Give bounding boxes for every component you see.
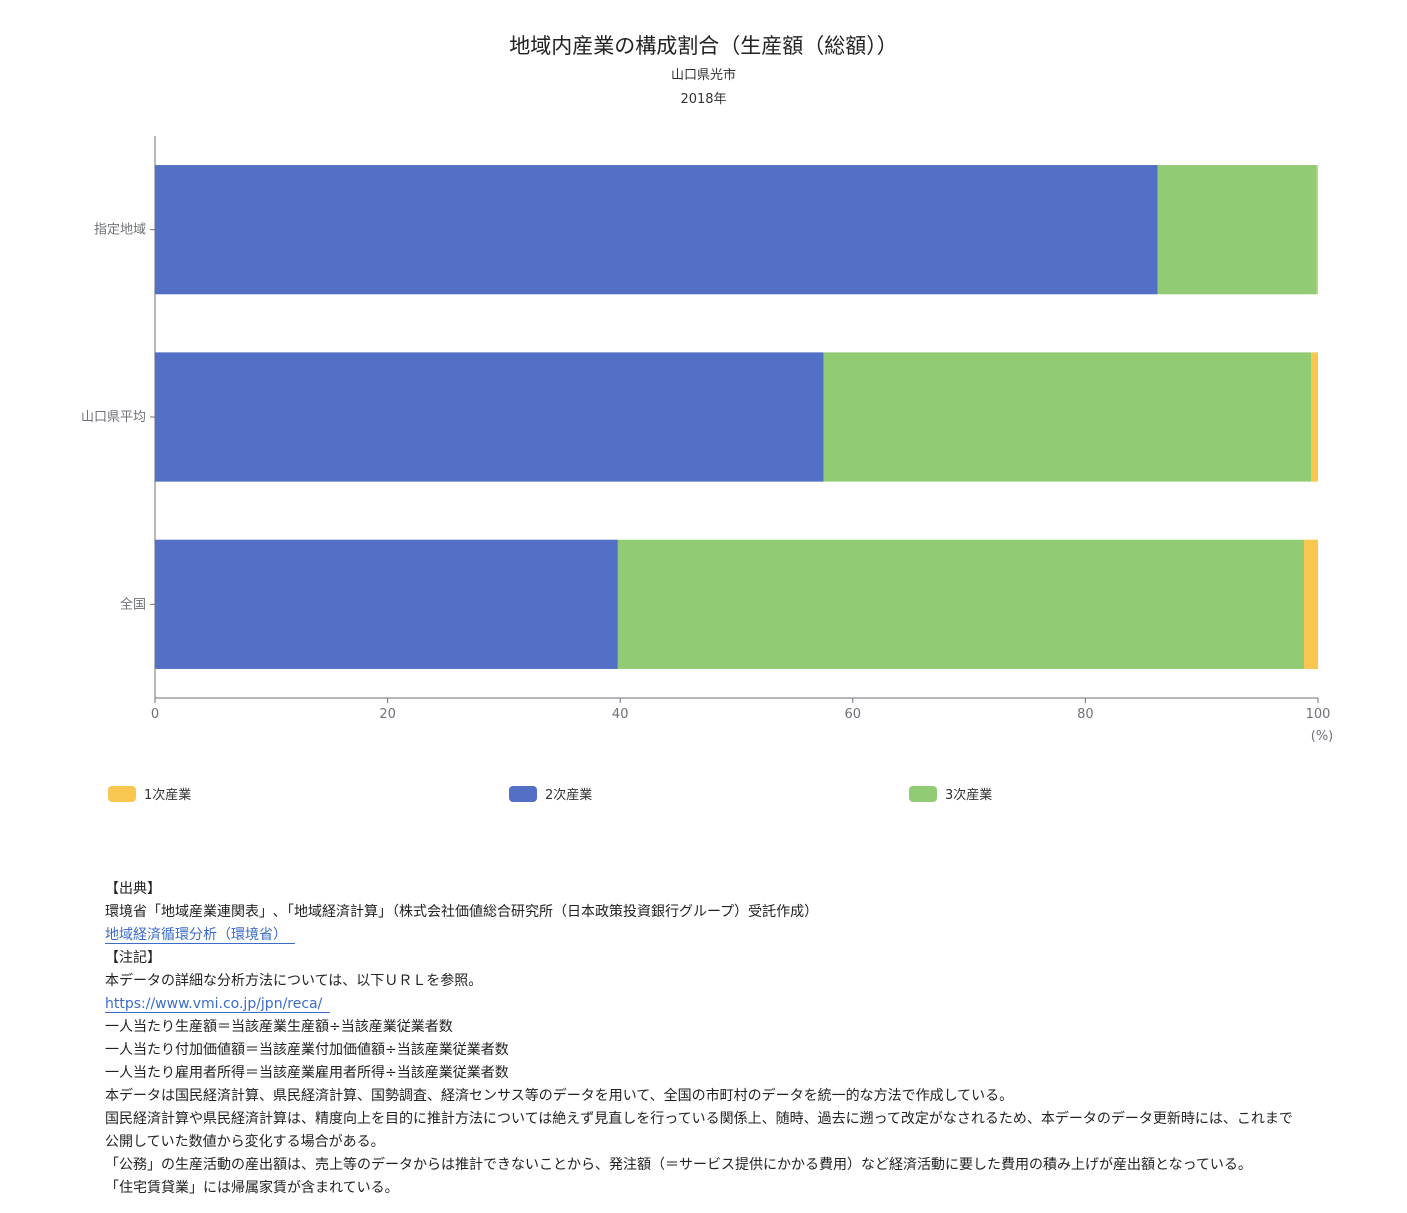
note-line: 「住宅賃貸業」には帰属家賃が含まれている。: [105, 1180, 399, 1196]
legend-swatch-primary: [108, 785, 136, 802]
note-line: 一人当たり付加価値額＝当該産業付加価値額÷当該産業従業者数: [105, 1042, 509, 1058]
bar-segment[interactable]: [823, 352, 1312, 482]
y-tick-label: 指定地域: [94, 223, 146, 238]
method-link[interactable]: https://www.vmi.co.jp/jpn/reca/: [105, 996, 331, 1013]
bar-segment[interactable]: [1304, 539, 1318, 669]
x-tick-label: 0: [151, 707, 159, 722]
x-tick-label: 80: [1077, 707, 1094, 722]
chart-legend: 1次産業 2次産業 3次産業: [0, 784, 1407, 804]
note-line: 本データは国民経済計算、県民経済計算、国勢調査、経済センサス等のデータを用いて、…: [105, 1088, 1014, 1104]
legend-swatch-tertiary: [909, 785, 937, 802]
note-line: 「公務」の生産活動の産出額は、売上等のデータからは推計できないことから、発注額（…: [105, 1157, 1252, 1173]
note-line: 一人当たり雇用者所得＝当該産業雇用者所得÷当該産業従業者数: [105, 1065, 509, 1081]
x-tick-label: 20: [379, 707, 396, 722]
legend-item-tertiary[interactable]: 3次産業: [909, 784, 992, 803]
legend-item-secondary[interactable]: 2次産業: [509, 784, 592, 803]
bar-segment[interactable]: [155, 539, 618, 669]
x-tick-label: 60: [845, 707, 862, 722]
bar-segment[interactable]: [1157, 165, 1317, 295]
legend-item-primary[interactable]: 1次産業: [108, 784, 191, 803]
source-link[interactable]: 地域経済循環分析（環境省）: [105, 927, 295, 944]
x-axis-unit: (%): [1311, 729, 1334, 744]
notes-heading: 【注記】: [105, 950, 161, 966]
y-tick-label: 全国: [120, 596, 146, 612]
chart-subtitle-year: 2018年: [680, 92, 727, 107]
legend-label-primary: 1次産業: [144, 788, 192, 803]
bar-segment[interactable]: [1316, 165, 1318, 295]
notes-section: 【出典】 環境省「地域産業連関表」､「地域経済計算」（株式会社価値総合研究所（日…: [105, 878, 1305, 1200]
bar-segment[interactable]: [617, 539, 1305, 669]
bar-segment[interactable]: [155, 165, 1158, 295]
source-text: 環境省「地域産業連関表」､「地域経済計算」（株式会社価値総合研究所（日本政策投資…: [105, 904, 819, 920]
legend-swatch-secondary: [509, 785, 537, 802]
chart-title: 地域内産業の構成割合（生産額（総額））: [509, 34, 898, 58]
bar-segment[interactable]: [1311, 352, 1318, 482]
note-line: 国民経済計算や県民経済計算は、精度向上を目的に推計方法については絶えず見直しを行…: [105, 1111, 1293, 1150]
source-heading: 【出典】: [105, 881, 161, 897]
method-text: 本データの詳細な分析方法については、以下ＵＲＬを参照。: [105, 973, 483, 989]
chart-subtitle-region: 山口県光市: [670, 68, 736, 83]
x-tick-label: 100: [1306, 707, 1331, 722]
x-tick-label: 40: [612, 707, 629, 722]
legend-label-secondary: 2次産業: [545, 788, 593, 803]
legend-label-tertiary: 3次産業: [945, 788, 993, 803]
note-line: 一人当たり生産額＝当該産業生産額÷当該産業従業者数: [105, 1019, 453, 1035]
y-tick-label: 山口県平均: [81, 410, 146, 425]
bar-segment[interactable]: [155, 352, 824, 482]
